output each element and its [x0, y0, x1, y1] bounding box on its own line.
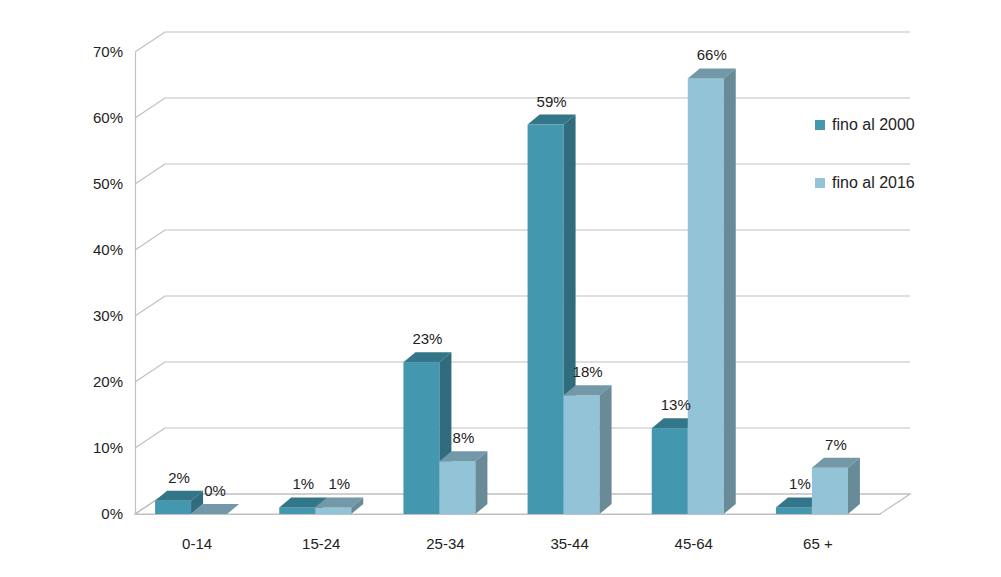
bar-front [688, 78, 724, 514]
bar [564, 385, 612, 514]
data-label: 0% [204, 482, 226, 499]
data-label: 1% [328, 475, 350, 492]
tick: 20% [93, 373, 135, 390]
bar-front [403, 362, 439, 514]
tick-label: 45-64 [675, 535, 713, 552]
bar-front [776, 507, 812, 514]
bar-front [564, 395, 600, 514]
grid-line [135, 296, 910, 316]
grid-line [135, 230, 910, 250]
grid-line [135, 164, 910, 184]
data-label: 23% [412, 330, 442, 347]
grid-line [135, 98, 910, 118]
tick: 35-44 [550, 514, 588, 552]
data-label: 2% [168, 469, 190, 486]
data-label: 13% [661, 396, 691, 413]
bar-front [279, 507, 315, 514]
data-label: 18% [573, 363, 603, 380]
bar-side [848, 458, 860, 514]
bar [315, 497, 363, 514]
grid-line [135, 32, 910, 52]
tick-label: 0% [101, 505, 123, 522]
tick: 40% [93, 241, 135, 258]
bar-front [155, 501, 191, 514]
tick: 45-64 [675, 514, 713, 552]
axis-line [136, 514, 881, 515]
legend-label: fino al 2000 [832, 116, 915, 133]
data-labels: 2% 0% 1% 1% 23% 8% 59% 18% 13% 66% 1% 7% [168, 46, 847, 499]
bar-front [528, 125, 564, 514]
bar [688, 68, 736, 514]
tick-label: 70% [93, 43, 123, 60]
tick-label: 10% [93, 439, 123, 456]
grid-line [135, 494, 910, 514]
tick-label: 50% [93, 175, 123, 192]
data-label: 7% [825, 436, 847, 453]
bar-side [724, 68, 736, 514]
data-label: 1% [292, 475, 314, 492]
data-label: 59% [537, 93, 567, 110]
data-label: 66% [697, 46, 727, 63]
tick-label: 20% [93, 373, 123, 390]
tick: 0-14 [182, 514, 212, 552]
tick-label: 60% [93, 109, 123, 126]
chart: 2% 0% 1% 1% 23% 8% 59% 18% 13% 66% 1% 7% 0% 10% 20% 30%… [0, 0, 1001, 577]
y-axis: 0% 10% 20% 30% 40% 50% 60% 70% [93, 43, 136, 522]
legend-item: fino al 2000 [815, 116, 915, 133]
grid-line [135, 362, 910, 382]
tick-label: 0-14 [182, 535, 212, 552]
tick-label: 25-34 [426, 535, 464, 552]
bar [439, 451, 487, 514]
tick: 60% [93, 109, 135, 126]
tick-label: 40% [93, 241, 123, 258]
tick-label: 35-44 [550, 535, 588, 552]
bar-side [351, 497, 363, 514]
tick-label: 15-24 [302, 535, 340, 552]
bar-front [652, 428, 688, 514]
legend: fino al 2000 fino al 2016 [815, 116, 915, 191]
bar-side [227, 504, 239, 514]
tick: 0% [101, 505, 135, 522]
grid [135, 32, 910, 514]
grid-line [135, 428, 910, 448]
tick: 65 + [803, 514, 833, 552]
bar-side [475, 451, 487, 514]
floor [135, 494, 910, 514]
bar [191, 504, 239, 514]
bar [812, 458, 860, 514]
data-label: 1% [789, 475, 811, 492]
legend-swatch [815, 178, 825, 188]
bar-side [600, 385, 612, 514]
tick: 70% [93, 43, 135, 60]
tick: 15-24 [302, 514, 340, 552]
bar-top [191, 504, 239, 514]
data-label: 8% [453, 429, 475, 446]
axis-line [135, 53, 136, 515]
bars [155, 68, 860, 514]
x-axis: 0-14 15-24 25-34 35-44 45-64 65 + [136, 514, 881, 552]
tick: 25-34 [426, 514, 464, 552]
legend-item: fino al 2016 [815, 174, 915, 191]
bar-front [812, 468, 848, 514]
legend-swatch [815, 120, 825, 130]
tick-label: 65 + [803, 535, 833, 552]
tick: 50% [93, 175, 135, 192]
tick-label: 30% [93, 307, 123, 324]
tick: 10% [93, 439, 135, 456]
bar-front [439, 461, 475, 514]
bar-front [315, 507, 351, 514]
tick: 30% [93, 307, 135, 324]
legend-label: fino al 2016 [832, 174, 915, 191]
